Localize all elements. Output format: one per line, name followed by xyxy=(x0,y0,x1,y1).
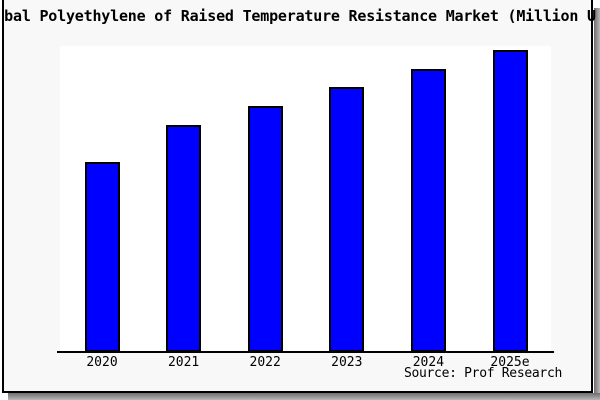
card-drop-shadow-bottom xyxy=(8,393,600,400)
x-axis-label-2023: 2023 xyxy=(331,355,363,370)
bar-2021 xyxy=(166,125,202,352)
bar-2020 xyxy=(84,162,120,352)
x-axis-label-2024: 2024 xyxy=(412,355,445,370)
x-axis-label-2021: 2021 xyxy=(167,355,200,370)
bar-2024 xyxy=(410,69,446,352)
x-axis-line xyxy=(57,351,554,353)
bar-2023 xyxy=(329,87,365,352)
chart-title: bal Polyethylene of Raised Temperature R… xyxy=(4,7,596,25)
x-axis-label-2022: 2022 xyxy=(249,355,281,370)
x-axis-label-2020: 2020 xyxy=(86,355,118,370)
card-drop-shadow-right xyxy=(594,8,600,400)
plot-area xyxy=(60,46,551,352)
bar-2025e xyxy=(492,50,528,352)
bar-2022 xyxy=(247,106,283,352)
source-text: Source: Prof Research xyxy=(403,366,562,381)
x-axis-label-2025e: 2025e xyxy=(490,355,530,370)
